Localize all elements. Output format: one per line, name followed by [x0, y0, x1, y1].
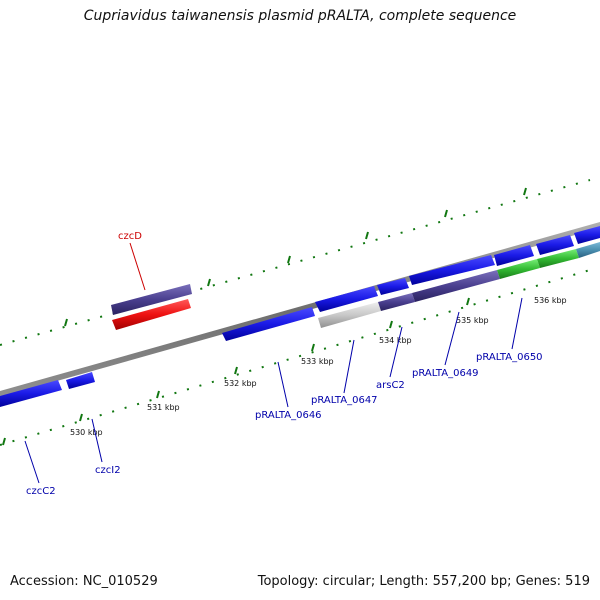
leader-pRALTA-0650 [511, 297, 523, 350]
reverse-strand-features [0, 307, 315, 407]
forward-strand-features [111, 226, 600, 330]
gene-label-czcD[interactable]: czcD [118, 231, 142, 242]
gene-feature-cds-3 [409, 255, 495, 285]
gene-feature-cds-rev-2 [66, 372, 95, 389]
gene-label-pRALTA-0650[interactable]: pRALTA_0650 [476, 352, 543, 363]
gene-label-pRALTA-0647[interactable]: pRALTA_0647 [311, 395, 378, 406]
tick-label-531: 531 kbp [147, 403, 180, 412]
tick-label-530: 530 kbp [70, 428, 103, 437]
leader-czcC2 [24, 440, 40, 484]
leader-czcI2 [91, 418, 103, 463]
gene-feature-cds-rev-3 [222, 307, 315, 341]
gene-feature-teal [576, 242, 600, 258]
tick-label-532: 532 kbp [224, 379, 257, 388]
gene-label-leaders [24, 242, 523, 484]
gene-feature-purple-1 [111, 284, 192, 315]
tick-label-534: 534 kbp [379, 336, 412, 345]
gene-feature-cds-rev-1 [0, 380, 62, 407]
gene-feature-green-2 [537, 249, 579, 268]
map-title: Cupriavidus taiwanensis plasmid pRALTA, … [83, 8, 517, 24]
leader-pRALTA-0646 [277, 361, 289, 408]
gene-label-pRALTA-0649[interactable]: pRALTA_0649 [412, 368, 479, 379]
gene-feature-purple-3 [412, 270, 500, 302]
gene-feature-cds-6 [574, 226, 600, 244]
gene-feature-green-1 [497, 259, 540, 279]
tick-label-535: 535 kbp [456, 316, 489, 325]
leader-pRALTA-0647 [343, 339, 355, 394]
gene-feature-purple-2 [378, 293, 415, 311]
tick-label-533: 533 kbp [301, 357, 334, 366]
gene-czcD-arrow [112, 299, 191, 330]
gene-label-arsC2[interactable]: arsC2 [376, 380, 405, 391]
gene-labels: czcD czcC2 czcI2 pRALTA_0646 pRALTA_0647… [26, 231, 543, 497]
tick-label-536: 536 kbp [534, 296, 567, 305]
gene-feature-cds-5 [536, 235, 574, 255]
gene-feature-cds-2 [377, 278, 409, 295]
inner-features [318, 242, 600, 328]
gene-label-czcC2[interactable]: czcC2 [26, 486, 56, 497]
gene-label-czcI2[interactable]: czcI2 [95, 465, 121, 476]
gene-label-pRALTA-0646[interactable]: pRALTA_0646 [255, 410, 322, 421]
leader-pRALTA-0649 [444, 311, 460, 366]
leader-czcD [129, 242, 146, 291]
plasmid-backbone [0, 222, 600, 397]
gene-feature-cds-4 [494, 245, 534, 266]
tick-labels: 530 kbp 531 kbp 532 kbp 533 kbp 534 kbp … [70, 296, 567, 437]
leader-arsC2 [389, 326, 403, 378]
topology-text: Topology: circular; Length: 557,200 bp; … [257, 574, 590, 589]
gene-feature-cds-1 [315, 286, 378, 312]
inner-major-ticks [2, 297, 470, 446]
accession-text: Accession: NC_010529 [10, 574, 158, 589]
gene-feature-gray [318, 302, 381, 328]
